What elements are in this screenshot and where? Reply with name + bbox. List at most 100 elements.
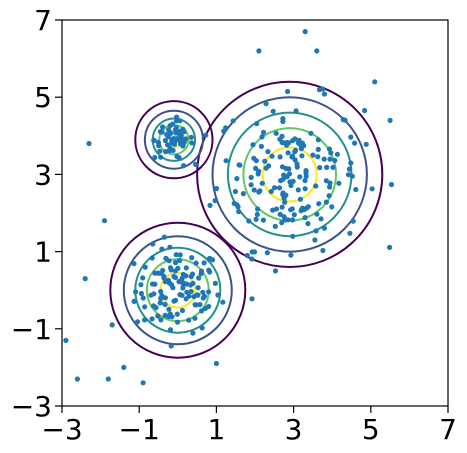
data-point <box>298 208 304 214</box>
data-point <box>259 134 265 140</box>
data-point <box>299 153 305 159</box>
data-point <box>195 285 201 291</box>
data-point <box>131 298 137 304</box>
data-point <box>190 330 196 336</box>
data-point <box>158 288 164 295</box>
data-point <box>172 127 178 133</box>
data-point <box>155 270 161 276</box>
data-point <box>281 172 287 178</box>
data-point <box>259 180 265 186</box>
data-point <box>160 124 166 130</box>
data-point <box>213 185 220 192</box>
data-point <box>321 225 327 231</box>
y-tick-label: −3 <box>11 390 52 423</box>
contour-line <box>196 80 384 268</box>
data-point <box>196 275 202 281</box>
data-point <box>283 192 289 198</box>
contour-line <box>211 96 368 253</box>
data-point <box>193 260 199 266</box>
x-tick-label: 1 <box>207 413 225 446</box>
data-point <box>181 163 187 169</box>
data-point <box>198 271 204 277</box>
data-point <box>180 271 186 277</box>
data-point <box>172 274 178 281</box>
data-point <box>249 296 255 302</box>
data-point <box>323 178 329 184</box>
data-point <box>297 196 303 202</box>
data-point <box>207 255 213 261</box>
data-point <box>248 174 254 180</box>
data-point <box>330 164 336 170</box>
data-point <box>74 376 80 382</box>
data-point <box>297 174 303 180</box>
data-point <box>142 264 148 270</box>
data-point <box>327 180 333 186</box>
data-point <box>321 91 328 97</box>
data-point <box>273 130 279 136</box>
data-point <box>327 184 333 190</box>
data-point <box>203 132 209 138</box>
data-point <box>215 292 221 298</box>
data-point <box>302 29 308 35</box>
data-point <box>140 380 146 386</box>
data-point <box>336 180 342 186</box>
contour-line <box>134 100 214 180</box>
y-tick-label: 3 <box>34 158 52 191</box>
data-point <box>257 188 263 194</box>
data-point <box>264 250 270 256</box>
data-point <box>302 186 308 192</box>
data-point <box>150 241 156 247</box>
data-point <box>340 117 346 123</box>
data-point <box>179 275 185 281</box>
data-point <box>332 157 338 164</box>
data-point <box>249 256 255 262</box>
data-point <box>206 267 212 273</box>
data-point <box>151 137 157 143</box>
data-point <box>263 165 269 171</box>
data-point <box>276 185 283 191</box>
data-point <box>151 303 157 309</box>
y-axis: −3 −1 1 3 5 7 <box>11 4 62 423</box>
data-point <box>308 130 314 136</box>
data-point <box>362 107 368 114</box>
data-point <box>184 289 190 295</box>
data-point <box>305 221 311 227</box>
x-tick-label: 3 <box>285 413 303 446</box>
data-point <box>183 136 189 142</box>
contour-line <box>261 146 318 203</box>
data-point <box>254 211 260 218</box>
data-point <box>230 118 236 124</box>
data-point <box>283 165 289 172</box>
data-point <box>201 293 207 299</box>
data-point <box>193 161 199 167</box>
data-point <box>321 156 327 162</box>
x-tick-label: −1 <box>119 413 160 446</box>
data-point <box>134 319 141 325</box>
data-point <box>255 206 261 212</box>
data-point <box>140 295 146 301</box>
data-point <box>220 299 226 305</box>
data-point <box>277 211 283 217</box>
data-point <box>258 143 264 149</box>
data-point <box>314 48 320 54</box>
data-point <box>290 233 296 239</box>
data-point <box>166 306 172 312</box>
data-point <box>186 317 192 323</box>
data-point <box>174 319 181 325</box>
data-point <box>191 294 197 300</box>
data-point <box>109 322 115 328</box>
data-point <box>195 292 201 298</box>
data-point <box>168 343 174 349</box>
data-point <box>199 308 205 314</box>
data-point <box>280 118 286 125</box>
x-tick-label: 5 <box>362 413 380 446</box>
data-point <box>172 268 178 274</box>
data-point <box>288 207 294 213</box>
data-point <box>315 154 321 160</box>
data-point <box>174 136 180 142</box>
data-point <box>149 255 155 261</box>
x-axis: −3 −1 1 3 5 7 <box>41 406 457 446</box>
data-point <box>312 237 318 243</box>
data-point <box>246 218 252 224</box>
data-point <box>327 156 333 162</box>
